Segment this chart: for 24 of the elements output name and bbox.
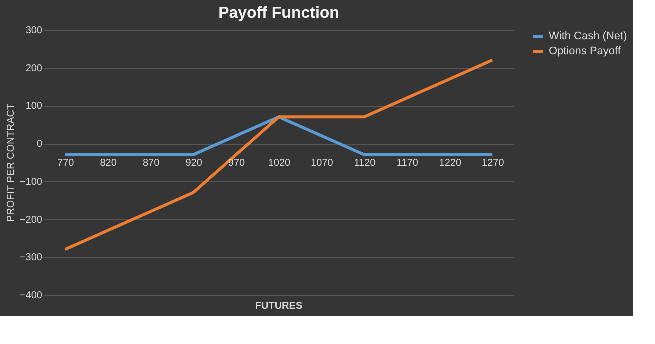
legend-label: With Cash (Net) xyxy=(549,30,628,42)
x-tick-label: 1020 xyxy=(268,158,292,170)
chart-title: Payoff Function xyxy=(218,5,340,22)
y-tick-label: 200 xyxy=(26,63,43,74)
x-axis-title: FUTURES xyxy=(255,301,303,312)
x-tick-label: 1120 xyxy=(354,158,376,170)
y-tick-label: −100 xyxy=(20,176,43,188)
x-tick-label: 1220 xyxy=(439,158,462,170)
x-tick-label: 920 xyxy=(186,158,203,170)
x-tick-label: 970 xyxy=(228,158,246,170)
y-tick-label: 100 xyxy=(26,101,43,112)
x-tick-label: 1070 xyxy=(311,158,334,170)
x-tick-label: 1270 xyxy=(482,158,505,170)
y-tick-label: 300 xyxy=(26,26,43,36)
x-tick-label: 770 xyxy=(58,158,75,170)
y-tick-label: −300 xyxy=(20,252,43,264)
legend-label: Options Payoff xyxy=(549,46,622,58)
x-tick-label: 820 xyxy=(100,158,118,170)
x-tick-label: 870 xyxy=(142,158,160,170)
y-axis-title: PROFIT PER CONTRACT xyxy=(6,104,17,222)
y-tick-label: −400 xyxy=(20,290,43,302)
y-tick-label: 0 xyxy=(36,139,43,150)
x-tick-label: 1170 xyxy=(396,158,419,170)
y-tick-label: −200 xyxy=(20,214,43,226)
